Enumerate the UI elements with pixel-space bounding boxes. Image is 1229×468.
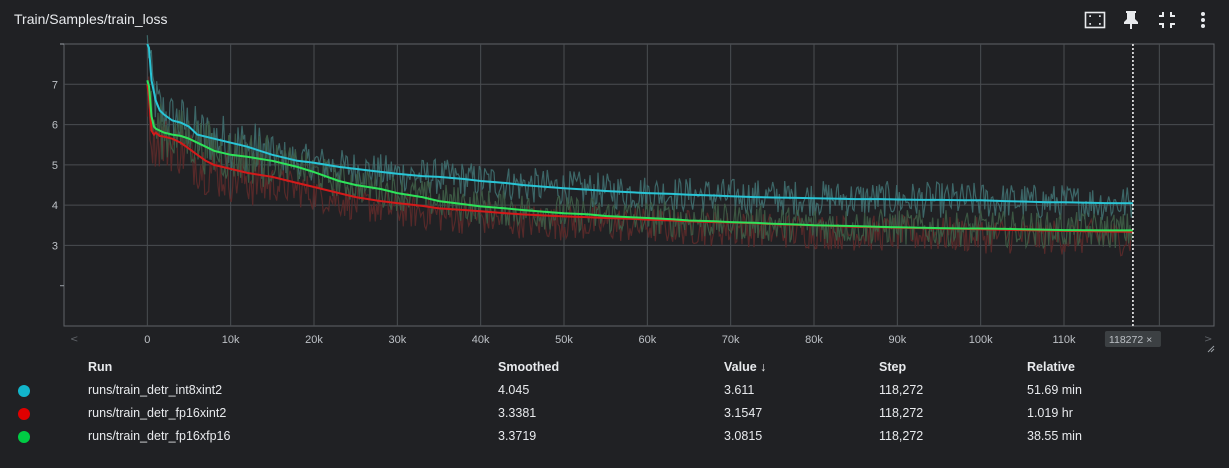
raw-value: 3.0815 bbox=[724, 429, 763, 443]
run-name: runs/train_detr_fp16xint2 bbox=[88, 406, 227, 420]
y-tick-label: 5 bbox=[52, 160, 58, 172]
header-smoothed[interactable]: Smoothed bbox=[498, 360, 560, 374]
step-value: 118,272 bbox=[879, 406, 924, 420]
smoothed-value: 3.3381 bbox=[498, 406, 537, 420]
header-value[interactable]: Value ↓ bbox=[724, 360, 767, 374]
x-tick-label: 90k bbox=[888, 334, 906, 346]
y-tick-label: 3 bbox=[52, 240, 58, 252]
chart-title: Train/Samples/train_loss bbox=[14, 11, 168, 27]
fit-domain-button[interactable] bbox=[1079, 6, 1111, 34]
raw-value: 3.1547 bbox=[724, 406, 763, 420]
raw-series-line bbox=[146, 76, 1134, 257]
x-tick-label: 80k bbox=[805, 334, 823, 346]
run-name: runs/train_detr_fp16xfp16 bbox=[88, 429, 231, 443]
resize-handle-icon[interactable] bbox=[1207, 345, 1215, 353]
smoothed-series-line bbox=[146, 43, 1133, 205]
relative-time: 51.69 min bbox=[1027, 383, 1082, 397]
x-tick-label: 40k bbox=[472, 334, 490, 346]
relative-time: 38.55 min bbox=[1027, 429, 1082, 443]
raw-series-line bbox=[146, 35, 1134, 222]
step-cursor-label-bg bbox=[1104, 331, 1161, 347]
table-header: Run Smoothed Value ↓ Step Relative bbox=[0, 356, 1229, 379]
header-run[interactable]: Run bbox=[88, 360, 113, 374]
header-relative[interactable]: Relative bbox=[1027, 360, 1075, 374]
y-tick-label: 7 bbox=[52, 79, 58, 91]
line-chart[interactable]: 0 10k 20k 30k 40k 50k 60k 70k 80k 90k 100k 110k 3 4 5 6… bbox=[0, 0, 1229, 350]
x-tick-label: 0 bbox=[144, 334, 150, 346]
more-vert-icon bbox=[1201, 12, 1205, 28]
x-tick-label: 10k bbox=[222, 334, 240, 346]
table-row[interactable]: runs/train_detr_fp16xint2 3.3381 3.1547 … bbox=[0, 402, 1229, 425]
run-color-swatch bbox=[18, 431, 30, 443]
table-row[interactable]: runs/train_detr_fp16xfp16 3.3719 3.0815 … bbox=[0, 425, 1229, 448]
scroll-right-icon: > bbox=[1204, 334, 1212, 345]
x-tick-label: 70k bbox=[722, 334, 740, 346]
smoothed-value: 4.045 bbox=[498, 383, 530, 397]
run-color-swatch bbox=[18, 385, 30, 397]
step-cursor-label: 118272 × bbox=[1109, 334, 1152, 346]
pin-button[interactable] bbox=[1115, 6, 1147, 34]
chart-toolbar bbox=[1079, 6, 1219, 34]
smoothed-series-line bbox=[146, 80, 1133, 232]
y-tick-label: 6 bbox=[52, 120, 58, 132]
more-button[interactable] bbox=[1187, 6, 1219, 34]
table-row[interactable]: runs/train_detr_int8xint2 4.045 3.611 11… bbox=[0, 379, 1229, 402]
x-tick-label: 30k bbox=[388, 334, 406, 346]
x-tick-label: 50k bbox=[555, 334, 573, 346]
relative-time: 1.019 hr bbox=[1027, 406, 1073, 420]
pin-icon bbox=[1124, 11, 1138, 29]
collapse-button[interactable] bbox=[1151, 6, 1183, 34]
y-tick-label: 4 bbox=[52, 200, 58, 212]
x-tick-label: 100k bbox=[969, 334, 993, 346]
header-step[interactable]: Step bbox=[879, 360, 907, 374]
raw-value: 3.611 bbox=[724, 383, 755, 397]
step-value: 118,272 bbox=[879, 429, 924, 443]
plot-frame bbox=[63, 43, 1215, 327]
smoothed-value: 3.3719 bbox=[498, 429, 537, 443]
x-tick-label: 110k bbox=[1052, 334, 1076, 346]
scroll-left-icon: < bbox=[70, 334, 78, 345]
x-tick-label: 20k bbox=[305, 334, 323, 346]
x-tick-label: 60k bbox=[638, 334, 656, 346]
fit-domain-icon bbox=[1084, 11, 1106, 29]
step-value: 118,272 bbox=[879, 383, 924, 397]
collapse-icon bbox=[1159, 12, 1175, 28]
run-name: runs/train_detr_int8xint2 bbox=[88, 383, 223, 397]
runs-table: Run Smoothed Value ↓ Step Relative runs/… bbox=[0, 356, 1229, 448]
run-color-swatch bbox=[18, 408, 30, 420]
